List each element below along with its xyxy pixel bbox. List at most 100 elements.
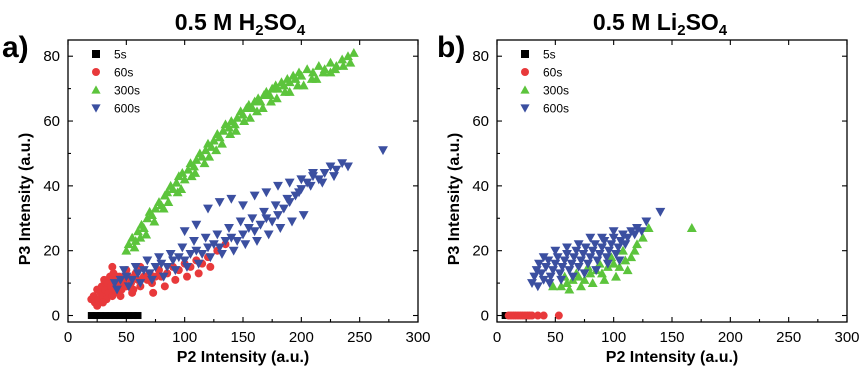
panel-title: 0.5 M H2SO4 <box>175 9 306 39</box>
data-point <box>614 261 625 271</box>
data-point <box>158 203 169 213</box>
data-point <box>185 249 196 259</box>
x-axis-label: P2 Intensity (a.u.) <box>177 349 309 366</box>
legend-label: 600s <box>543 102 569 116</box>
x-tick-label: 0 <box>493 329 501 346</box>
data-point <box>111 312 119 320</box>
legend-label: 300s <box>543 84 569 98</box>
data-point <box>571 246 582 256</box>
data-point <box>622 233 633 243</box>
data-point <box>545 272 556 282</box>
data-point <box>199 158 210 168</box>
legend-marker <box>520 104 530 113</box>
data-point <box>214 132 225 142</box>
data-point <box>109 269 118 278</box>
panel-letter: a) <box>2 31 29 64</box>
data-point <box>97 312 105 320</box>
data-point <box>179 227 190 237</box>
data-point <box>538 253 549 263</box>
data-point <box>158 272 169 282</box>
data-point <box>231 125 241 135</box>
data-point <box>224 122 234 132</box>
data-point <box>200 233 211 243</box>
data-point <box>214 198 225 208</box>
data-point <box>106 312 114 320</box>
x-tick-label: 250 <box>776 329 801 346</box>
data-point <box>629 230 640 240</box>
data-point <box>615 237 626 246</box>
data-point <box>173 253 184 263</box>
data-point <box>608 258 619 268</box>
series-5s <box>87 312 142 320</box>
data-point <box>177 167 188 177</box>
data-point <box>555 269 565 279</box>
data-point <box>298 211 309 220</box>
data-point <box>171 275 180 284</box>
data-point <box>115 312 123 320</box>
y-tick-label: 0 <box>52 308 60 325</box>
data-point <box>343 162 353 172</box>
data-point <box>317 178 328 188</box>
data-point <box>191 246 202 256</box>
data-point <box>224 224 234 233</box>
data-point <box>109 279 120 289</box>
data-point <box>308 67 318 77</box>
data-point <box>128 288 137 297</box>
data-point <box>378 146 388 156</box>
data-point <box>235 217 246 227</box>
data-point <box>194 269 203 278</box>
data-point <box>150 262 161 272</box>
data-point <box>345 57 356 67</box>
data-point <box>626 252 637 262</box>
data-point <box>614 256 625 266</box>
data-point <box>338 60 349 70</box>
data-point <box>534 259 544 269</box>
data-point <box>108 292 117 301</box>
data-point <box>130 236 141 245</box>
data-point <box>597 243 607 253</box>
legend-marker <box>92 68 100 76</box>
data-point <box>552 253 563 263</box>
data-point <box>263 230 274 240</box>
data-point <box>249 227 260 237</box>
data-point <box>629 245 640 255</box>
data-point <box>191 220 202 230</box>
data-point <box>197 151 208 161</box>
data-point <box>655 207 666 217</box>
data-point <box>93 301 102 310</box>
data-point <box>171 177 182 187</box>
data-point <box>208 240 219 250</box>
data-point <box>532 282 543 292</box>
data-point <box>284 178 295 188</box>
x-tick-label: 100 <box>172 329 197 346</box>
data-point <box>308 168 318 178</box>
data-point <box>168 256 178 266</box>
data-point <box>168 184 178 194</box>
data-point <box>243 224 254 233</box>
data-point <box>135 232 146 242</box>
data-point <box>165 249 176 259</box>
data-point <box>156 259 167 269</box>
data-point <box>330 64 341 74</box>
data-point <box>643 223 654 232</box>
data-point <box>536 269 547 279</box>
data-point <box>189 237 199 246</box>
data-point <box>123 239 134 249</box>
series-60s <box>504 311 563 320</box>
data-point <box>556 275 567 285</box>
data-point <box>217 138 227 148</box>
data-point <box>240 240 251 250</box>
data-point <box>527 279 537 289</box>
data-point <box>101 312 109 320</box>
data-point <box>329 172 339 182</box>
data-point <box>573 240 584 250</box>
data-point <box>287 217 297 227</box>
legend-label: 300s <box>114 84 140 98</box>
data-point <box>144 269 155 279</box>
data-point <box>204 151 215 161</box>
data-point <box>278 80 289 90</box>
data-point <box>217 249 227 259</box>
data-point <box>208 135 219 145</box>
data-point <box>280 86 290 96</box>
data-point <box>183 272 191 281</box>
